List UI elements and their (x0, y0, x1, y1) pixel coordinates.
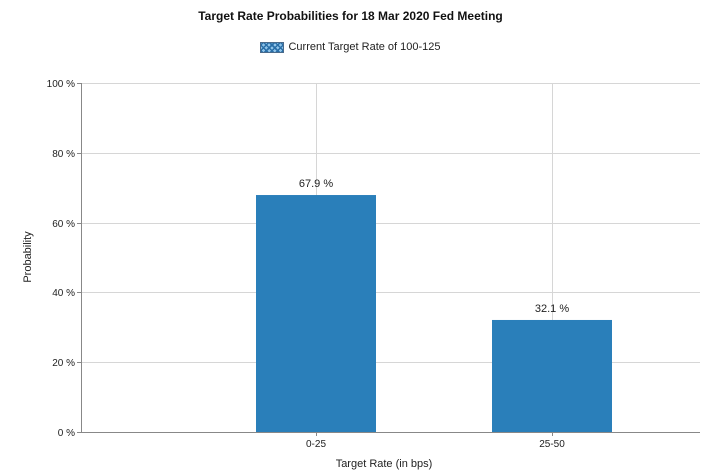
bar-0-25 (256, 195, 376, 432)
y-tick-label: 20 % (52, 358, 75, 369)
data-label: 67.9 % (299, 178, 333, 190)
y-tick-label: 60 % (52, 219, 75, 230)
x-tick-label: 0-25 (306, 439, 326, 450)
legend: Current Target Rate of 100-125 (0, 41, 701, 53)
data-label: 32.1 % (535, 303, 569, 315)
x-axis-label: Target Rate (in bps) (336, 458, 433, 470)
tick-labels: 0 % 20 % 40 % 60 % 80 % 100 % 67.9 % 0-25 32.1 %… (47, 79, 570, 450)
y-axis-label: Probability (22, 231, 34, 283)
y-tick-label: 40 % (52, 288, 75, 299)
y-tick-label: 80 % (52, 149, 75, 160)
bar-25-50 (492, 319, 612, 432)
chart-title: Target Rate Probabilities for 18 Mar 202… (198, 9, 503, 23)
x-tick-label: 25-50 (539, 439, 565, 450)
bars (256, 195, 612, 432)
y-tick-label: 100 % (47, 79, 75, 90)
legend-label: Current Target Rate of 100-125 (288, 41, 441, 53)
y-tick-label: 0 % (58, 428, 75, 439)
axes (77, 83, 700, 436)
legend-swatch (260, 41, 285, 53)
